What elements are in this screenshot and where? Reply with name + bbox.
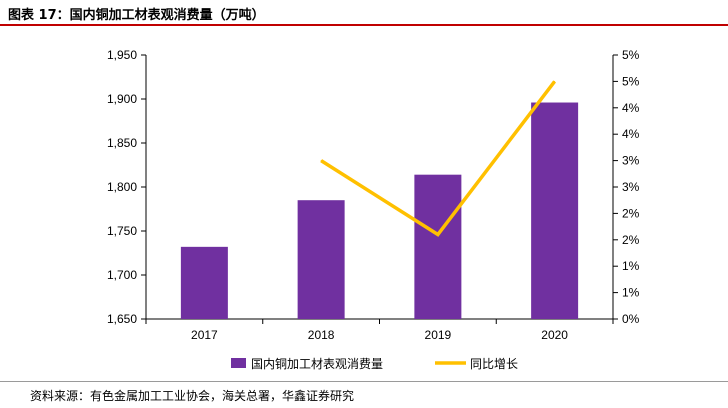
bar <box>297 200 345 319</box>
bar <box>414 174 462 319</box>
left-axis-tick-label: 1,950 <box>107 48 137 62</box>
legend-bar-swatch <box>231 358 246 368</box>
legend: 国内铜加工材表观消费量 同比增长 <box>231 356 518 371</box>
bars <box>180 102 579 320</box>
left-axis-tick-label: 1,700 <box>107 268 137 282</box>
bar <box>531 102 579 320</box>
left-axis-tick-label: 1,650 <box>107 312 137 326</box>
right-axis-tick-label: 1% <box>622 286 640 300</box>
right-axis-tick-label: 2% <box>622 233 640 247</box>
legend-bar-label: 国内铜加工材表观消费量 <box>251 356 383 371</box>
growth-line <box>320 80 557 237</box>
left-axis-tick-label: 1,850 <box>107 136 137 150</box>
growth-line-point <box>554 80 556 82</box>
growth-line-point <box>437 234 439 236</box>
left-axis-tick-label: 1,900 <box>107 92 137 106</box>
x-axis-tick-label: 2017 <box>191 328 218 342</box>
right-axis-tick-label: 5% <box>622 74 640 88</box>
right-axis-tick-label: 5% <box>622 48 640 62</box>
footer-rule <box>0 381 728 382</box>
right-axis-tick-label: 2% <box>622 206 640 220</box>
left-axis-tick-label: 1,800 <box>107 180 137 194</box>
bar <box>180 246 228 319</box>
x-axis-tick-label: 2018 <box>308 328 335 342</box>
right-axis-tick-label: 3% <box>622 180 640 194</box>
left-axis-tick-label: 1,750 <box>107 224 137 238</box>
right-axis-tick-label: 1% <box>622 259 640 273</box>
title-rule <box>0 24 728 26</box>
right-axis-tick-label: 0% <box>622 312 640 326</box>
legend-line-label: 同比增长 <box>470 357 518 371</box>
right-axis-tick-label: 4% <box>622 101 640 115</box>
right-axis-tick-label: 4% <box>622 127 640 141</box>
axes: 1,650 1,700 1,750 1,800 1,850 1,900 1,950 0% 1% 1… <box>107 48 640 342</box>
source-note: 资料来源：有色金属加工工业协会，海关总署，华鑫证券研究 <box>30 389 355 403</box>
right-axis-tick-label: 3% <box>622 154 640 168</box>
figure-title: 图表 17：国内铜加工材表观消费量（万吨） <box>8 8 265 23</box>
x-axis-tick-label: 2020 <box>541 328 568 342</box>
growth-line-point <box>320 160 322 162</box>
x-axis-tick-label: 2019 <box>425 328 452 342</box>
